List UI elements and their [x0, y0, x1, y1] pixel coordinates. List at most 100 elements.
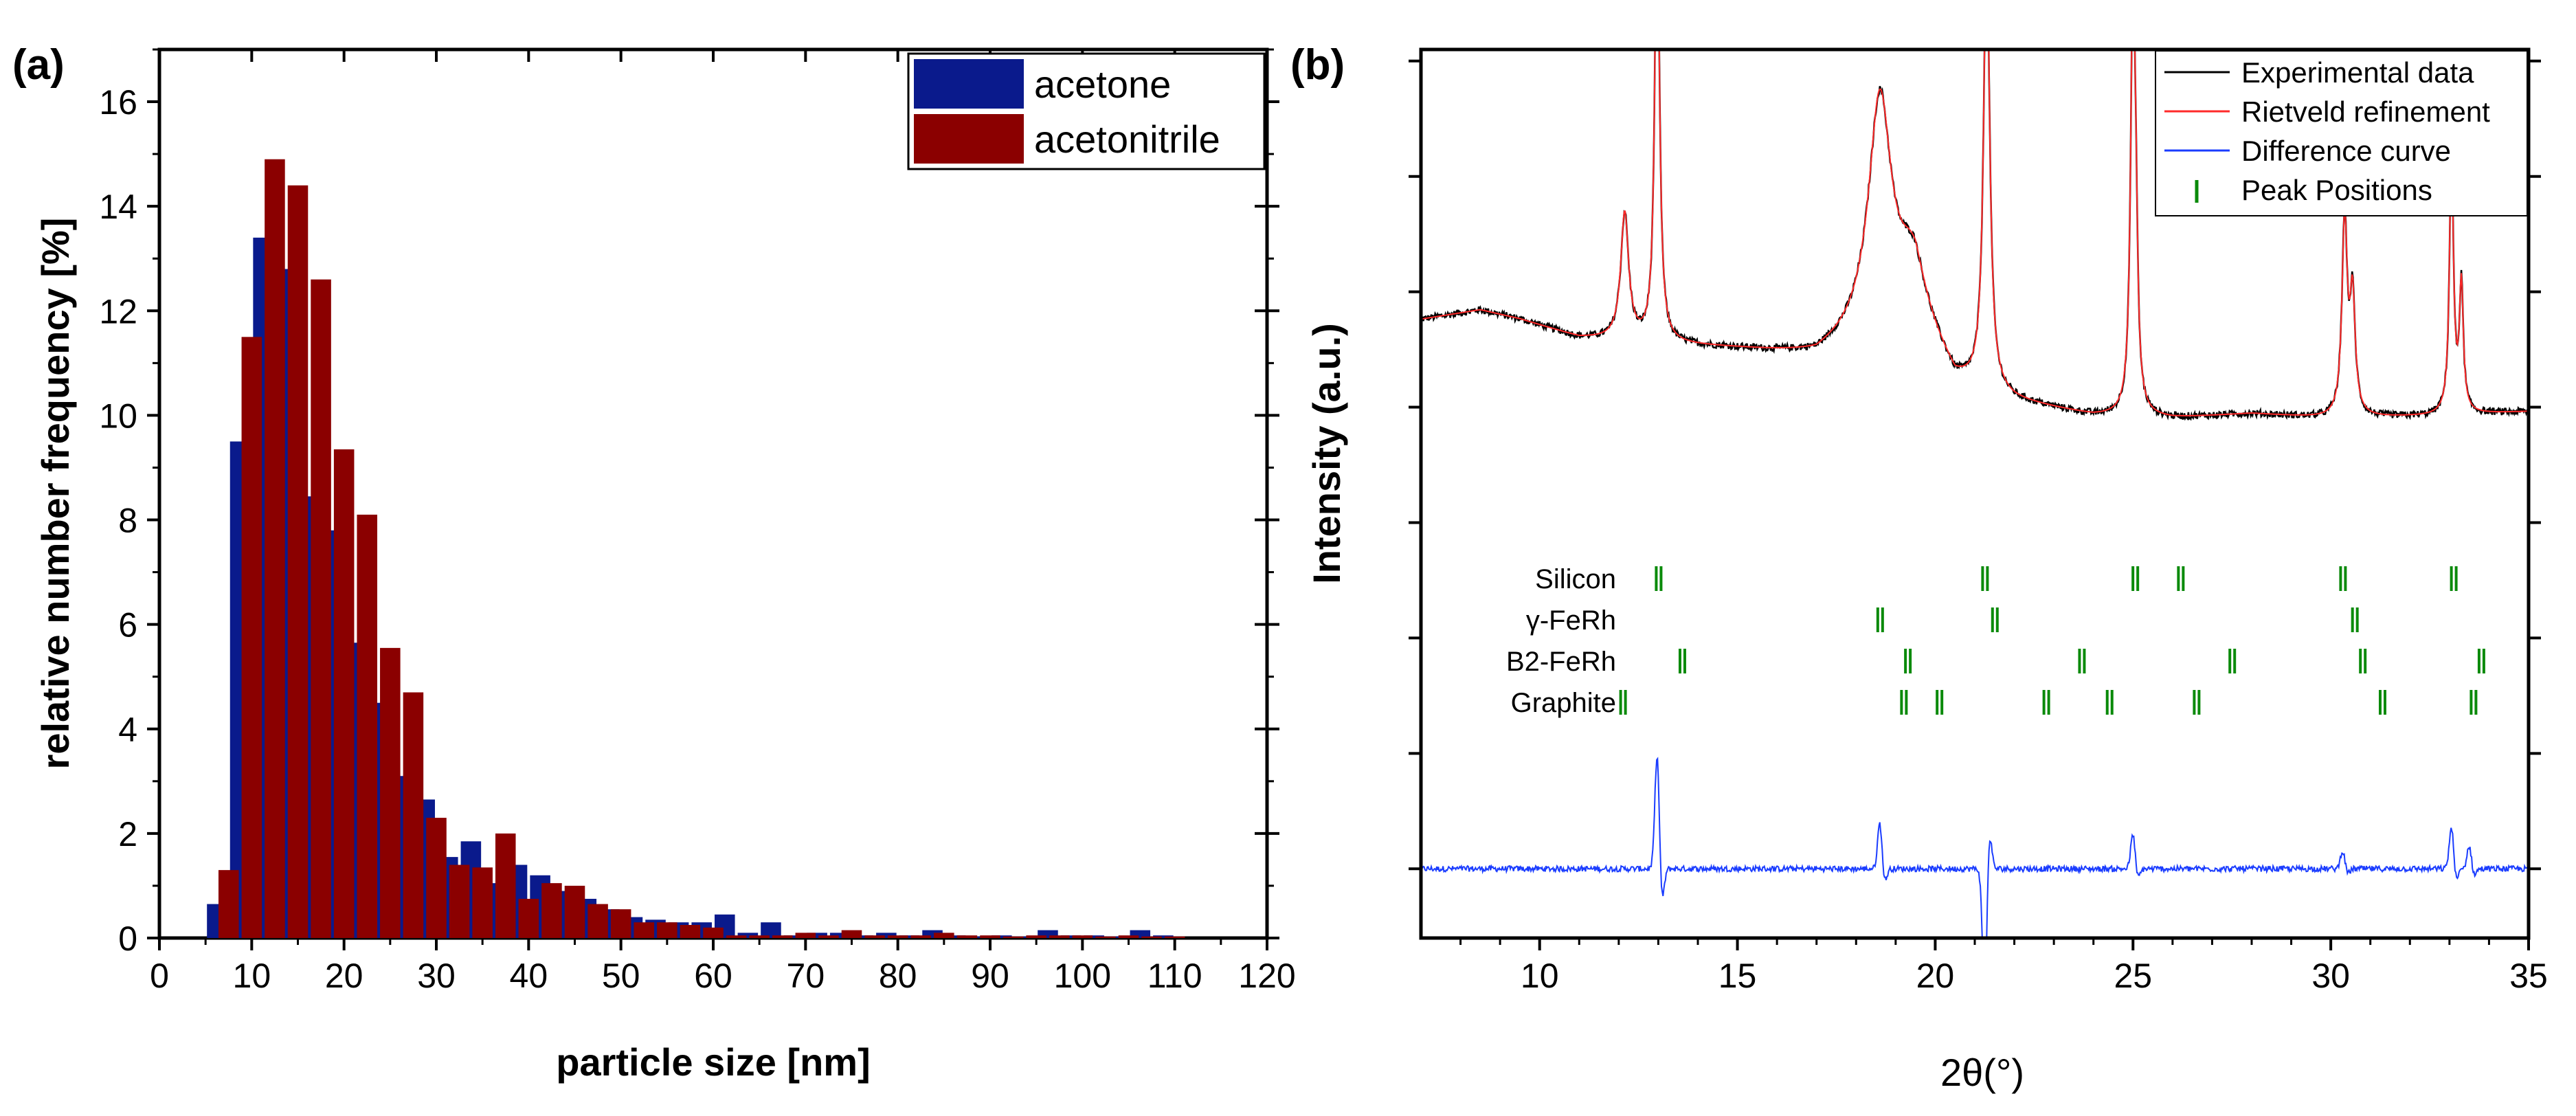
acetone-bar-35: [1014, 936, 1035, 938]
acetonitrile-bar-1: [241, 337, 262, 939]
a-ytick-label-8: 8: [118, 502, 137, 540]
panel-b-peak-position-ticks: [1619, 566, 2485, 715]
a-xtick-label-60: 60: [694, 957, 732, 995]
acetone-bar-23: [737, 933, 759, 938]
a-xtick-label-110: 110: [1147, 957, 1202, 995]
panel-b-xrd-chart: (b) Silicon γ-FeRh B2-FeRh Graphite 10 15 20 2…: [1290, 41, 2548, 1094]
acetone-bar-39: [1106, 936, 1128, 938]
panel-b-y-axis: [1409, 59, 2541, 871]
acetonitrile-bar-39: [1118, 935, 1139, 938]
acetone-bar-24: [761, 922, 781, 938]
acetonitrile-bar-35: [1026, 935, 1046, 938]
a-ytick-label-10: 10: [99, 397, 137, 435]
acetonitrile-bar-25: [795, 933, 816, 938]
acetone-bar-37: [1060, 935, 1082, 938]
b-xtick-label-10: 10: [1521, 957, 1559, 995]
acetonitrile-bar-24: [772, 935, 793, 938]
acetone-bar-41: [1153, 935, 1174, 938]
acetonitrile-bar-7: [380, 647, 401, 938]
panel-b-y-axis-label: Intensity (a.u.): [1305, 323, 1348, 584]
a-ytick-label-4: 4: [118, 711, 137, 749]
panel-a-y-axis-label: relative number frequency [%]: [34, 218, 77, 770]
acetone-bar-40: [1130, 930, 1151, 938]
acetone-bar-30: [899, 935, 920, 938]
panel-b-label: (b): [1290, 41, 1345, 89]
a-xtick-label-40: 40: [510, 957, 548, 995]
acetonitrile-bar-6: [357, 514, 378, 938]
acetone-bar-34: [992, 935, 1012, 938]
acetonitrile-bar-29: [887, 935, 908, 938]
panel-a-y-axis: 0 2 4 6 8 10 12 14 16: [99, 48, 1279, 958]
panel-b-phase-labels: Silicon γ-FeRh B2-FeRh Graphite: [1506, 564, 1616, 718]
acetonitrile-bar-0: [218, 870, 239, 938]
acetonitrile-bar-14: [541, 883, 562, 938]
acetonitrile-bar-18: [634, 922, 655, 938]
b-xtick-label-30: 30: [2311, 957, 2350, 995]
acetone-bar-31: [922, 930, 943, 938]
acetonitrile-bar-27: [841, 930, 862, 938]
b-xtick-label-20: 20: [1916, 957, 1955, 995]
acetonitrile-bar-15: [564, 885, 585, 938]
acetone-bar-27: [829, 933, 851, 938]
acetonitrile-bar-31: [934, 933, 954, 938]
acetonitrile-bar-11: [472, 867, 493, 938]
acetonitrile-bar-19: [657, 922, 677, 938]
acetone-bar-26: [807, 933, 827, 938]
a-ytick-label-2: 2: [118, 815, 137, 853]
acetonitrile-bar-3: [287, 185, 309, 938]
acetonitrile-bar-34: [1003, 936, 1024, 938]
acetonitrile-bar-21: [703, 927, 724, 938]
acetonitrile-bar-2: [265, 159, 285, 939]
acetonitrile-bar-20: [680, 924, 701, 938]
legend-swatch-acetonitrile: [914, 114, 1024, 164]
legend-label-acetone: acetone: [1034, 63, 1171, 106]
rietveld-refinement-line: [1421, 49, 2529, 416]
phase-label-3: Graphite: [1511, 688, 1616, 718]
acetone-bar-29: [876, 933, 897, 938]
a-ytick-label-14: 14: [99, 188, 137, 226]
acetonitrile-bar-26: [818, 935, 839, 938]
acetonitrile-bar-5: [333, 449, 355, 938]
panel-a-bars: [207, 159, 1185, 939]
a-xtick-label-10: 10: [233, 957, 271, 995]
acetone-bar-32: [945, 935, 966, 938]
panel-a-label: (a): [12, 41, 65, 89]
legend-label-difference: Difference curve: [2241, 135, 2451, 167]
a-xtick-label-120: 120: [1238, 957, 1295, 995]
a-xtick-label-0: 0: [150, 957, 169, 995]
acetonitrile-bar-4: [311, 279, 331, 938]
acetonitrile-bar-13: [518, 898, 539, 938]
phase-label-2: B2-FeRh: [1506, 647, 1616, 677]
acetonitrile-bar-41: [1164, 936, 1185, 938]
a-ytick-label-12: 12: [99, 292, 137, 331]
panel-a-bar-chart: (a) 0 10 20 30 40 50 60 70 80 90 100 110 120 0 2 4 6 8 10…: [12, 41, 1296, 1084]
acetone-bar-36: [1038, 930, 1058, 938]
phase-label-1: γ-FeRh: [1526, 605, 1616, 636]
legend-label-rietveld: Rietveld refinement: [2241, 96, 2490, 128]
panel-a-x-axis-label: particle size [nm]: [556, 1040, 870, 1084]
acetonitrile-bar-38: [1095, 936, 1116, 938]
panel-b-x-axis-label: 2θ(°): [1940, 1051, 2024, 1094]
b-xtick-label-35: 35: [2509, 957, 2548, 995]
acetone-bar-33: [968, 936, 989, 938]
acetone-bar-38: [1084, 935, 1104, 938]
acetonitrile-bar-36: [1049, 935, 1070, 938]
panel-b-curves: [1421, 49, 2529, 938]
panel-a-legend: acetone acetonitrile: [907, 52, 1266, 170]
acetonitrile-bar-12: [495, 833, 516, 938]
a-xtick-label-70: 70: [787, 957, 825, 995]
acetonitrile-bar-37: [1072, 935, 1093, 938]
panel-b-legend-box: [2155, 50, 2528, 216]
acetonitrile-bar-8: [403, 692, 424, 938]
acetonitrile-bar-17: [610, 909, 631, 938]
a-xtick-label-80: 80: [879, 957, 917, 995]
legend-swatch-acetone: [914, 59, 1024, 109]
acetone-bar-28: [853, 935, 874, 938]
panel-b-x-axis: 10 15 20 25 30 35: [1459, 938, 2548, 995]
acetonitrile-bar-16: [587, 904, 608, 938]
a-xtick-label-30: 30: [417, 957, 456, 995]
a-xtick-label-50: 50: [602, 957, 640, 995]
legend-label-acetonitrile: acetonitrile: [1034, 118, 1220, 161]
a-xtick-label-100: 100: [1054, 957, 1111, 995]
acetonitrile-bar-30: [910, 935, 932, 938]
